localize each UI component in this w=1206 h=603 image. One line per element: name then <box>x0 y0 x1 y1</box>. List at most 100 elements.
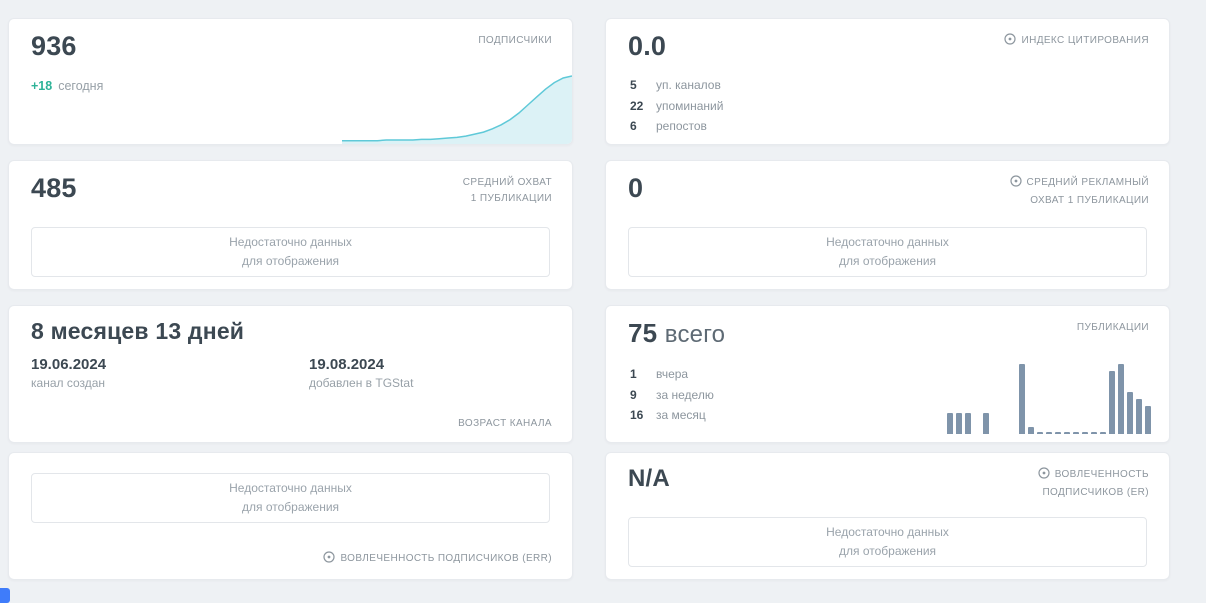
channel-age-value: 8 месяцев 13 дней <box>31 318 245 344</box>
publication-bar <box>1055 432 1061 434</box>
stat-value: 1 <box>630 367 637 381</box>
avg-reach-card: 485 СРЕДНИЙ ОХВАТ 1 ПУБЛИКАЦИИ Недостато… <box>8 160 573 290</box>
stat-row: 9 за неделю <box>630 385 714 406</box>
err-label: ВОВЛЕЧЕННОСТЬ ПОДПИСЧИКОВ (ERR) <box>323 550 552 569</box>
stat-label: за неделю <box>656 387 714 402</box>
er-label-line1: ВОВЛЕЧЕННОСТЬ <box>1054 469 1149 480</box>
avg-reach-value: 485 <box>31 173 77 203</box>
sidebar-edge <box>0 588 10 603</box>
citation-index-label: ИНДЕКС ЦИТИРОВАНИЯ <box>1004 33 1149 51</box>
publication-bar <box>956 413 962 434</box>
channel-age-card: 8 месяцев 13 дней 19.06.2024 канал созда… <box>8 305 573 443</box>
publications-card: 75 всего ПУБЛИКАЦИИ 1 вчера 9 за неделю 16… <box>605 305 1170 443</box>
publication-bar <box>1073 432 1079 434</box>
publications-stats: 1 вчера 9 за неделю 16 за месяц <box>630 364 714 426</box>
empty-state-box: Недостаточно данных для отображения <box>31 473 550 523</box>
subscribers-chart <box>342 74 572 144</box>
avg-ad-reach-value: 0 <box>628 173 644 203</box>
avg-ad-reach-card: 0 СРЕДНИЙ РЕКЛАМНЫЙ ОХВАТ 1 ПУБЛИКАЦИИ Н… <box>605 160 1170 290</box>
info-icon[interactable] <box>1004 33 1017 51</box>
avg-ad-reach-label-line2: ОХВАТ 1 ПУБЛИКАЦИИ <box>1030 194 1149 206</box>
avg-reach-label: СРЕДНИЙ ОХВАТ 1 ПУБЛИКАЦИИ <box>463 175 552 206</box>
publication-bar <box>1037 432 1043 434</box>
info-icon[interactable] <box>323 550 336 569</box>
subscribers-delta: +18 <box>31 79 53 93</box>
publication-bar <box>947 413 953 434</box>
subscribers-card: 936 +18 сегодня ПОДПИСЧИКИ <box>8 18 573 145</box>
channel-added-date: 19.08.2024 <box>309 356 385 373</box>
stat-row: 5 уп. каналов <box>630 75 723 96</box>
subscribers-count: 936 <box>31 31 77 61</box>
citation-index-value: 0.0 <box>628 31 667 61</box>
stat-row: 22 упоминаний <box>630 96 723 117</box>
publication-bar <box>1091 432 1097 434</box>
publication-bar <box>1046 432 1052 434</box>
publication-bar <box>1118 364 1124 434</box>
stat-label: упоминаний <box>656 98 724 113</box>
avg-ad-reach-label: СРЕДНИЙ РЕКЛАМНЫЙ ОХВАТ 1 ПУБЛИКАЦИИ <box>1009 175 1150 208</box>
avg-reach-label-line2: 1 ПУБЛИКАЦИИ <box>470 192 552 204</box>
stat-row: 6 репостов <box>630 116 723 137</box>
publication-bar <box>1028 427 1034 434</box>
stat-label: вчера <box>656 367 689 381</box>
publication-bar <box>1145 406 1151 434</box>
publication-bar <box>1019 364 1025 434</box>
publication-bar <box>983 413 989 434</box>
empty-state-line1: Недостаточно данных <box>229 481 352 496</box>
subscribers-label: ПОДПИСЧИКИ <box>478 35 552 46</box>
publications-label: ПУБЛИКАЦИИ <box>1076 322 1149 333</box>
citation-index-label-text: ИНДЕКС ЦИТИРОВАНИЯ <box>1021 35 1149 46</box>
stat-label: уп. каналов <box>656 78 721 92</box>
publication-bar <box>1109 371 1115 434</box>
empty-state-line2: для отображения <box>838 254 937 268</box>
channel-created-date: 19.06.2024 <box>31 356 107 373</box>
info-icon[interactable] <box>1009 175 1022 193</box>
subscribers-delta-label: сегодня <box>58 79 104 93</box>
stat-value: 6 <box>630 119 637 134</box>
stat-value: 5 <box>630 78 637 92</box>
subscribers-delta-row: +18 сегодня <box>31 79 103 93</box>
empty-state-line2: для отображения <box>838 544 937 558</box>
publications-total-value: 75 <box>628 318 658 348</box>
channel-added-col: 19.08.2024 добавлен в TGStat <box>309 356 413 390</box>
empty-state-line1: Недостаточно данных <box>229 235 352 250</box>
stat-value: 16 <box>630 408 644 423</box>
stat-row: 16 за месяц <box>630 405 714 426</box>
er-value: N/A <box>628 465 670 492</box>
info-icon[interactable] <box>1038 467 1050 485</box>
avg-ad-reach-label-line1: СРЕДНИЙ РЕКЛАМНЫЙ <box>1026 177 1149 188</box>
empty-state-box: Недостаточно данных для отображения <box>31 227 550 277</box>
publication-bar <box>1064 432 1070 434</box>
er-label: ВОВЛЕЧЕННОСТЬ ПОДПИСЧИКОВ (ER) <box>1038 467 1149 500</box>
stat-value: 9 <box>630 387 637 402</box>
channel-age-label: ВОЗРАСТ КАНАЛА <box>458 417 552 429</box>
channel-created-label: канал создан <box>31 376 106 390</box>
err-card: Недостаточно данных для отображения ВОВЛ… <box>8 452 573 580</box>
er-label-line2: ПОДПИСЧИКОВ (ER) <box>1042 486 1149 498</box>
publication-bar <box>1127 392 1133 434</box>
stat-row: 1 вчера <box>630 364 714 385</box>
empty-state-line1: Недостаточно данных <box>826 235 949 250</box>
publications-total-suffix: всего <box>664 321 726 348</box>
empty-state-line1: Недостаточно данных <box>826 525 949 540</box>
avg-reach-label-line1: СРЕДНИЙ ОХВАТ <box>462 177 552 188</box>
empty-state-box: Недостаточно данных для отображения <box>628 517 1147 567</box>
stat-label: за месяц <box>656 408 706 423</box>
publication-bar <box>1136 399 1142 434</box>
er-card: N/A ВОВЛЕЧЕННОСТЬ ПОДПИСЧИКОВ (ER) Недос… <box>605 452 1170 580</box>
empty-state-line2: для отображения <box>241 254 340 268</box>
channel-added-label: добавлен в TGStat <box>309 376 414 390</box>
stat-value: 22 <box>630 98 644 113</box>
err-label-text: ВОВЛЕЧЕННОСТЬ ПОДПИСЧИКОВ (ERR) <box>340 552 552 564</box>
publication-bar <box>1082 432 1088 434</box>
empty-state-line2: для отображения <box>241 500 340 514</box>
publication-bar <box>965 413 971 434</box>
citation-stats: 5 уп. каналов 22 упоминаний 6 репостов <box>630 75 723 137</box>
channel-created-col: 19.06.2024 канал создан <box>31 356 106 390</box>
publication-bar <box>1100 432 1106 434</box>
stat-label: репостов <box>656 119 707 134</box>
citation-index-card: 0.0 ИНДЕКС ЦИТИРОВАНИЯ 5 уп. каналов 22 уп… <box>605 18 1170 145</box>
publications-chart <box>947 358 1151 434</box>
publications-total: 75 всего <box>628 318 725 349</box>
